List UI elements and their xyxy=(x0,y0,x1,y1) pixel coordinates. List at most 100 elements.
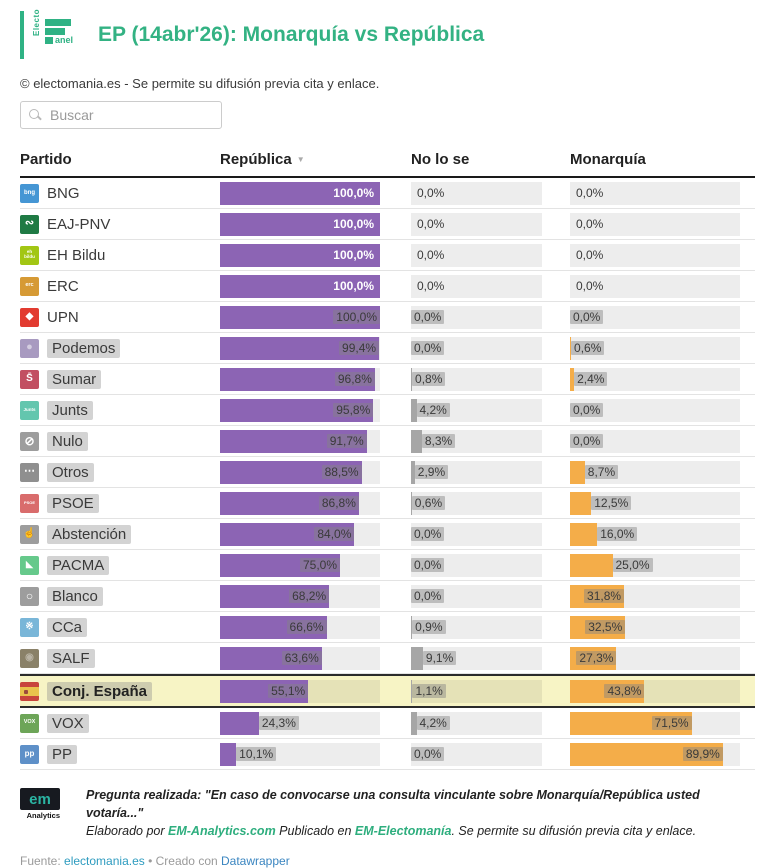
party-name: Abstención xyxy=(47,524,132,544)
value-label: 0,0% xyxy=(576,186,604,200)
monarquia-bar xyxy=(570,679,645,703)
value-label: 100,0% xyxy=(333,279,374,293)
bar-track xyxy=(411,584,542,608)
value-label: 100,0% xyxy=(333,186,374,200)
table-row: ◆ UPN 100,0% 0,0% 0,0% xyxy=(20,302,755,333)
monarquia-bar xyxy=(570,522,598,546)
value-label: 100,0% xyxy=(333,310,380,324)
column-header-no-lo-se[interactable]: No lo se xyxy=(411,151,470,168)
republica-bar xyxy=(220,646,322,670)
em-analytics-logo: em Analytics xyxy=(20,786,86,840)
bar-track xyxy=(570,429,740,453)
value-label: 96,8% xyxy=(334,372,375,386)
party-name: CCa xyxy=(47,617,88,637)
monarquia-bar xyxy=(570,553,613,577)
value-label: 0,0% xyxy=(411,558,445,572)
value-label: 0,6% xyxy=(411,496,446,510)
value-label: 86,8% xyxy=(318,496,359,510)
value-label: 88,5% xyxy=(321,465,362,479)
data-table: Partido República ▼ No lo se Monarquía bn… xyxy=(20,151,755,770)
table-body: bng BNG 100,0% 0,0% 0,0% ∾ EAJ-PNV 100,0% 0,0% 0,… xyxy=(20,178,755,770)
table-row: VOX VOX 24,3% 4,2% 71,5% xyxy=(20,708,755,739)
table-row: S̄ Sumar 96,8% 0,8% 2,4% xyxy=(20,364,755,395)
value-label: 0,9% xyxy=(412,620,446,634)
party-name: EH Bildu xyxy=(47,246,106,264)
datawrapper-link[interactable]: Datawrapper xyxy=(221,854,290,868)
party-icon: Junts xyxy=(20,400,39,420)
em-electomania-link[interactable]: EM-Electomanía xyxy=(354,824,452,839)
no-lo-se-bar xyxy=(411,367,413,391)
party-icon: ⊘ xyxy=(20,431,39,451)
bar-track xyxy=(411,711,542,735)
bar-track xyxy=(570,553,740,577)
no-lo-se-bar xyxy=(411,491,412,515)
republica-bar xyxy=(220,398,374,422)
table-row: erc ERC 100,0% 0,0% 0,0% xyxy=(20,271,755,302)
party-name: SALF xyxy=(47,648,95,668)
value-label: 0,0% xyxy=(411,310,445,324)
value-label: 0,0% xyxy=(417,217,445,231)
table-row: ◉ SALF 63,6% 9,1% 27,3% xyxy=(20,643,755,674)
monarquia-bar xyxy=(570,742,723,766)
no-lo-se-bar xyxy=(411,460,415,484)
no-lo-se-bar xyxy=(411,429,422,453)
party-icon xyxy=(20,681,39,701)
table-row: ※ CCa 66,6% 0,9% 32,5% xyxy=(20,612,755,643)
sort-desc-icon[interactable]: ▼ xyxy=(296,155,305,164)
value-label: 0,8% xyxy=(412,372,446,386)
bar-track xyxy=(411,367,542,391)
header: Electo anel EP (14abr'26): Monarquía vs … xyxy=(20,9,760,60)
value-label: 0,0% xyxy=(570,434,604,448)
no-lo-se-bar xyxy=(411,711,417,735)
bar-track xyxy=(570,491,740,515)
party-icon: erc xyxy=(20,276,39,296)
party-icon: pp xyxy=(20,744,39,764)
republica-bar xyxy=(220,336,380,360)
republica-bar xyxy=(220,711,259,735)
column-header-monarquia[interactable]: Monarquía xyxy=(570,151,646,168)
republica-bar xyxy=(220,522,355,546)
value-label: 32,5% xyxy=(585,620,626,634)
bar-track xyxy=(411,742,542,766)
bar-track xyxy=(411,274,542,298)
value-label: 25,0% xyxy=(612,558,653,572)
table-row: ∾ EAJ-PNV 100,0% 0,0% 0,0% xyxy=(20,209,755,240)
value-label: 2,9% xyxy=(414,465,449,479)
republica-bar xyxy=(220,243,380,267)
table-row: Conj. España 55,1% 1,1% 43,8% xyxy=(20,674,755,708)
value-label: 1,1% xyxy=(412,684,446,698)
value-label: 43,8% xyxy=(604,684,645,698)
bar-track xyxy=(570,181,740,205)
search-input[interactable] xyxy=(48,106,212,124)
value-label: 27,3% xyxy=(576,651,617,665)
column-header-partido[interactable]: Partido xyxy=(20,151,72,168)
monarquia-bar xyxy=(570,711,692,735)
logo-anel-text: anel xyxy=(55,35,74,45)
value-label: 0,0% xyxy=(576,248,604,262)
search-icon xyxy=(28,108,42,122)
monarquia-bar xyxy=(570,491,592,515)
no-lo-se-bar xyxy=(411,679,413,703)
search-box[interactable] xyxy=(20,101,222,129)
bar-track xyxy=(220,742,380,766)
value-label: 0,0% xyxy=(576,217,604,231)
electomania-link[interactable]: electomania.es xyxy=(64,854,145,868)
column-header-republica[interactable]: República ▼ xyxy=(220,151,305,168)
republica-bar xyxy=(220,367,375,391)
party-icon: ⋯ xyxy=(20,462,39,482)
copyright-line: © electomania.es - Se permite su difusió… xyxy=(20,76,380,91)
value-label: 0,0% xyxy=(411,747,445,761)
party-icon: eh bildu xyxy=(20,245,39,265)
bar-track xyxy=(570,367,740,391)
value-label: 0,0% xyxy=(576,279,604,293)
party-icon: ◣ xyxy=(20,555,39,575)
republica-bar xyxy=(220,742,237,766)
no-lo-se-bar xyxy=(411,615,413,639)
value-label: 9,1% xyxy=(422,651,457,665)
logo-bar-icon xyxy=(45,28,65,35)
em-analytics-link[interactable]: EM-Analytics.com xyxy=(168,824,276,839)
table-row: ⋯ Otros 88,5% 2,9% 8,7% xyxy=(20,457,755,488)
party-name: Nulo xyxy=(47,431,88,451)
party-name: Junts xyxy=(47,400,93,420)
